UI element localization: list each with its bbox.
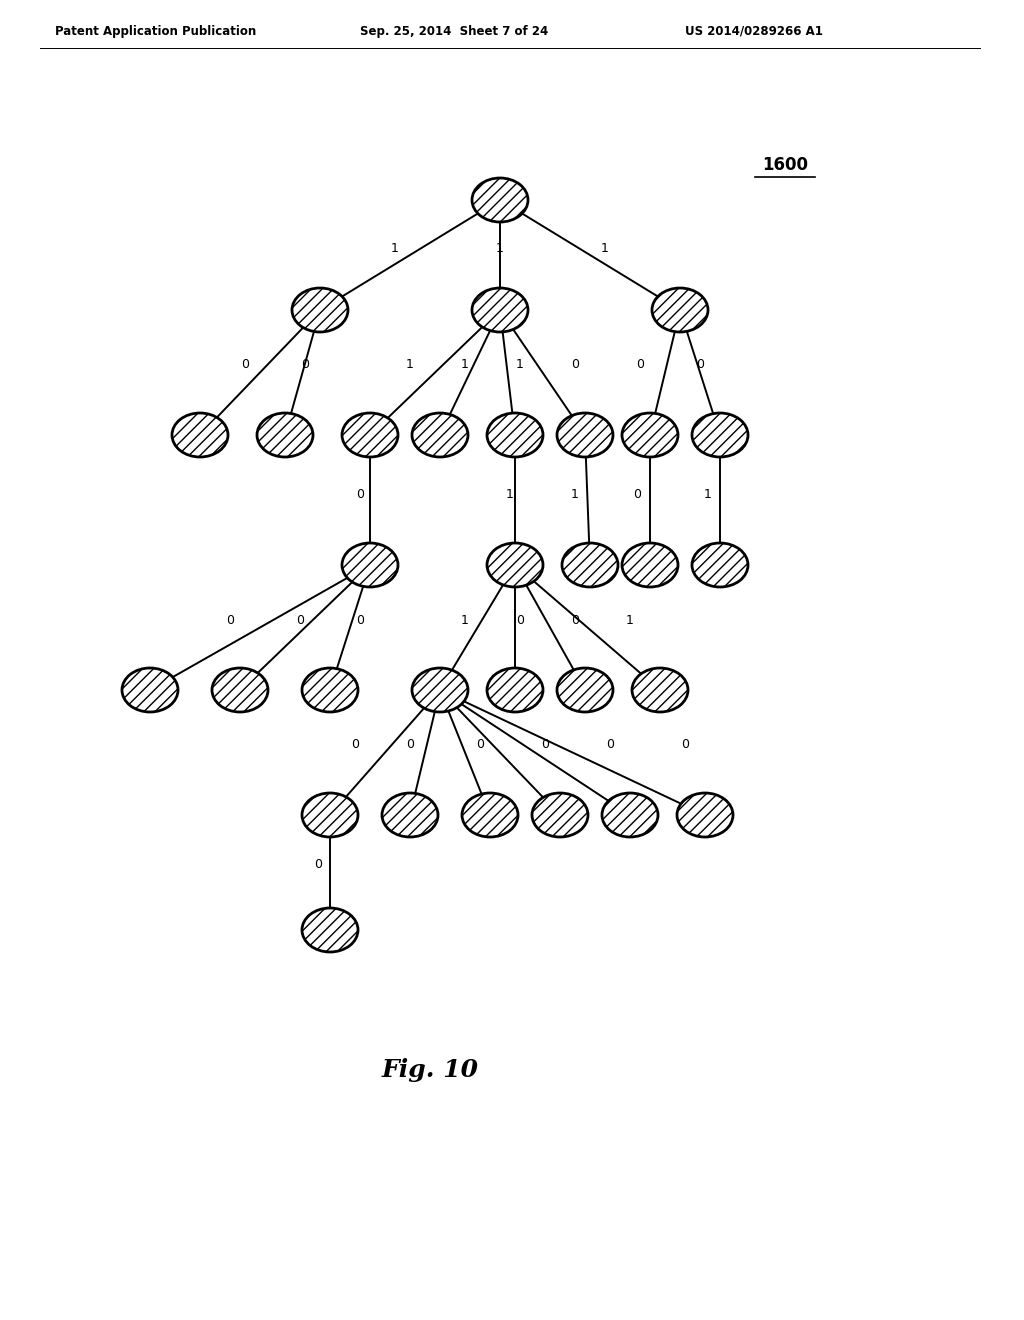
Text: 1: 1 <box>516 359 524 371</box>
Text: 0: 0 <box>351 738 359 751</box>
Text: 1: 1 <box>506 488 514 502</box>
Ellipse shape <box>602 793 658 837</box>
Text: 1: 1 <box>391 242 399 255</box>
Ellipse shape <box>472 288 528 333</box>
Ellipse shape <box>622 413 678 457</box>
Text: 0: 0 <box>314 858 322 871</box>
Ellipse shape <box>122 668 178 711</box>
Ellipse shape <box>292 288 348 333</box>
Ellipse shape <box>557 413 613 457</box>
Ellipse shape <box>622 543 678 587</box>
Ellipse shape <box>302 908 358 952</box>
Text: 0: 0 <box>226 614 234 627</box>
Text: 1: 1 <box>626 614 634 627</box>
Text: 0: 0 <box>301 359 309 371</box>
Text: 0: 0 <box>633 488 641 502</box>
Text: 1: 1 <box>571 488 579 502</box>
Text: 0: 0 <box>406 738 414 751</box>
Ellipse shape <box>557 668 613 711</box>
Text: 1: 1 <box>496 242 504 255</box>
Ellipse shape <box>487 413 543 457</box>
Ellipse shape <box>412 413 468 457</box>
Text: 0: 0 <box>571 359 579 371</box>
Text: 0: 0 <box>296 614 304 627</box>
Text: 0: 0 <box>356 614 364 627</box>
Ellipse shape <box>487 543 543 587</box>
Ellipse shape <box>302 793 358 837</box>
Ellipse shape <box>342 543 398 587</box>
Ellipse shape <box>487 668 543 711</box>
Ellipse shape <box>342 413 398 457</box>
Ellipse shape <box>652 288 708 333</box>
Text: 1: 1 <box>601 242 609 255</box>
Ellipse shape <box>382 793 438 837</box>
Text: Patent Application Publication: Patent Application Publication <box>55 25 256 38</box>
Ellipse shape <box>172 413 228 457</box>
Ellipse shape <box>677 793 733 837</box>
Text: 0: 0 <box>516 614 524 627</box>
Ellipse shape <box>692 543 748 587</box>
Text: 0: 0 <box>696 359 705 371</box>
Text: 0: 0 <box>541 738 549 751</box>
Text: Sep. 25, 2014  Sheet 7 of 24: Sep. 25, 2014 Sheet 7 of 24 <box>360 25 548 38</box>
Ellipse shape <box>562 543 618 587</box>
Text: 1: 1 <box>461 614 469 627</box>
Ellipse shape <box>212 668 268 711</box>
Text: 1: 1 <box>705 488 712 502</box>
Text: 0: 0 <box>606 738 614 751</box>
Ellipse shape <box>412 668 468 711</box>
Ellipse shape <box>692 413 748 457</box>
Ellipse shape <box>302 668 358 711</box>
Text: 0: 0 <box>476 738 484 751</box>
Text: Fig. 10: Fig. 10 <box>382 1059 478 1082</box>
Text: 1: 1 <box>461 359 469 371</box>
Text: 0: 0 <box>571 614 579 627</box>
Ellipse shape <box>462 793 518 837</box>
Text: 0: 0 <box>681 738 689 751</box>
Ellipse shape <box>532 793 588 837</box>
Text: 1600: 1600 <box>762 156 808 174</box>
Ellipse shape <box>257 413 313 457</box>
Text: 1: 1 <box>407 359 414 371</box>
Ellipse shape <box>472 178 528 222</box>
Text: 0: 0 <box>636 359 644 371</box>
Text: 0: 0 <box>241 359 249 371</box>
Text: US 2014/0289266 A1: US 2014/0289266 A1 <box>685 25 823 38</box>
Text: 0: 0 <box>356 488 364 502</box>
Ellipse shape <box>632 668 688 711</box>
